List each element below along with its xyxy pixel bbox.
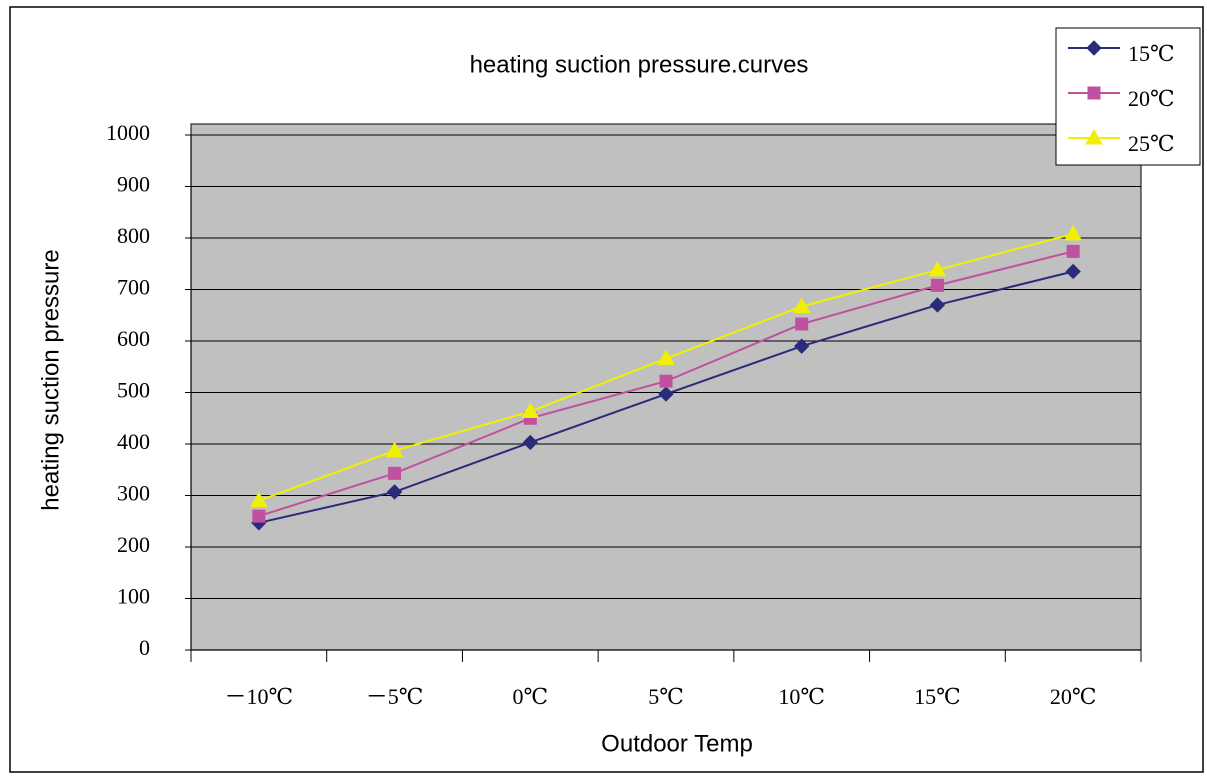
- data-point: [659, 374, 673, 388]
- y-tick-label: 100: [117, 584, 150, 609]
- data-point: [929, 297, 946, 313]
- data-point: [521, 402, 540, 419]
- data-point: [388, 466, 402, 480]
- data-point: [657, 349, 675, 366]
- data-point: [928, 260, 947, 277]
- y-tick-label: 400: [117, 429, 150, 454]
- legend-marker: [1085, 128, 1103, 145]
- y-tick-label: 1000: [106, 120, 150, 145]
- y-tick-label: 300: [117, 481, 150, 506]
- y-tick-label: 500: [117, 378, 150, 403]
- data-point: [658, 386, 674, 402]
- data-point: [522, 434, 538, 451]
- x-tick-label: 20℃: [1050, 684, 1097, 709]
- y-tick-label: 200: [117, 532, 150, 557]
- legend-marker: [1086, 40, 1102, 56]
- x-tick-label: 0℃: [512, 684, 548, 709]
- data-point: [792, 297, 811, 313]
- x-tick-label: 15℃: [914, 684, 961, 709]
- data-point: [930, 278, 944, 292]
- data-point: [386, 484, 403, 500]
- data-point: [1066, 244, 1080, 258]
- data-point: [794, 338, 810, 354]
- legend-label: 25℃: [1128, 131, 1175, 156]
- x-tick-label: －10℃: [225, 684, 294, 709]
- x-tick-label: 5℃: [648, 684, 684, 709]
- data-point: [249, 491, 268, 508]
- legend-label: 15℃: [1128, 41, 1175, 66]
- y-axis-label: heating suction pressure: [37, 249, 64, 511]
- legend-box: [1055, 27, 1201, 166]
- y-tick-label: 0: [139, 635, 150, 660]
- data-point: [1065, 263, 1081, 280]
- y-tick-label: 600: [117, 326, 150, 351]
- data-point: [795, 317, 809, 331]
- legend-marker: [1087, 86, 1101, 100]
- data-point: [252, 509, 266, 523]
- y-tick-label: 700: [117, 275, 150, 300]
- chart-title: heating suction pressure.curves: [470, 51, 809, 78]
- x-axis-label: Outdoor Temp: [601, 730, 753, 757]
- data-point: [1064, 224, 1083, 241]
- x-tick-label: －5℃: [366, 684, 424, 709]
- y-tick-label: 800: [117, 223, 150, 248]
- data-point: [385, 441, 404, 458]
- legend-label: 20℃: [1128, 86, 1175, 111]
- x-tick-label: 10℃: [778, 684, 825, 709]
- y-tick-label: 900: [117, 172, 150, 197]
